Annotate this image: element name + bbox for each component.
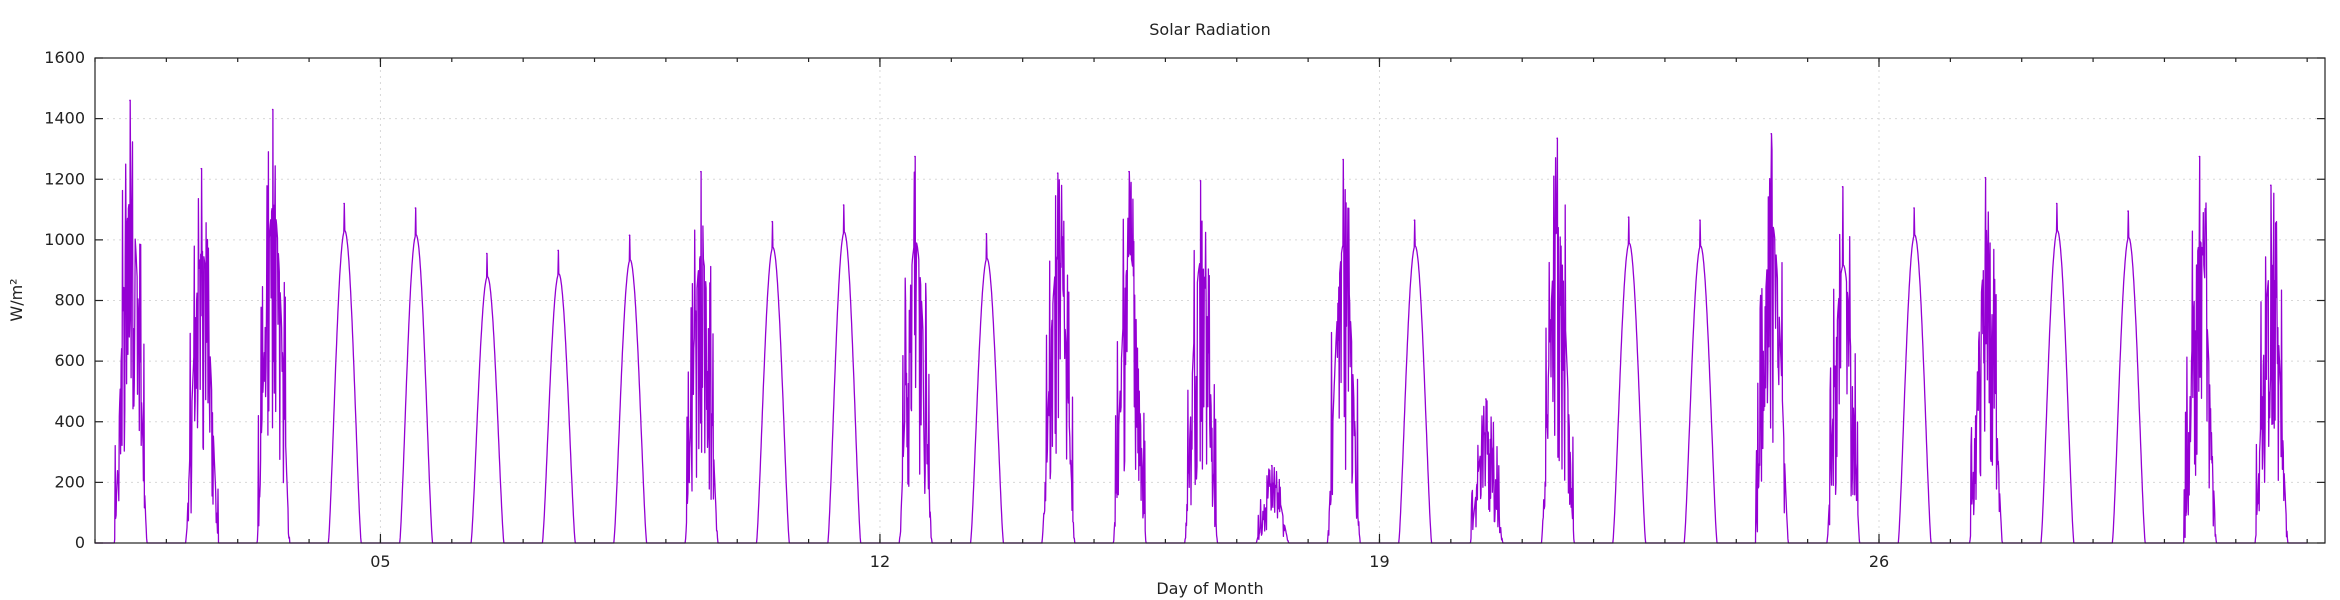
daily-peak-point bbox=[1699, 219, 1701, 221]
daily-peak-point bbox=[1627, 216, 1630, 218]
daily-peak-point bbox=[1056, 172, 1059, 174]
y-tick-label: 0 bbox=[75, 533, 85, 552]
y-tick-label: 1200 bbox=[44, 169, 85, 188]
daily-peak-point bbox=[2127, 210, 2129, 212]
y-tick-label: 400 bbox=[54, 412, 85, 431]
y-axis-label: W/m² bbox=[7, 278, 26, 321]
axis-ticks: 0 200 400 600 800 1000 1200 1400 1600 05 12 19 26 bbox=[44, 48, 2325, 571]
daily-peak-point bbox=[271, 108, 274, 111]
daily-peak-point bbox=[1556, 137, 1558, 140]
daily-peak-point bbox=[1913, 207, 1915, 209]
y-tick-label: 200 bbox=[54, 472, 85, 491]
daily-peak-point bbox=[1841, 186, 1844, 188]
series-layer bbox=[95, 99, 2308, 544]
daily-peak-point bbox=[1342, 158, 1344, 161]
daily-peak-point bbox=[129, 99, 131, 102]
solar-radiation-series-line bbox=[95, 99, 2308, 544]
x-tick-label: 12 bbox=[870, 552, 890, 571]
daily-peak-point bbox=[1485, 398, 1487, 400]
y-tick-label: 1000 bbox=[44, 230, 85, 249]
daily-peak-point bbox=[485, 252, 488, 255]
daily-peak-point bbox=[1270, 464, 1273, 467]
daily-peak-point bbox=[557, 249, 559, 252]
daily-peak-point bbox=[914, 155, 916, 158]
daily-peak-point bbox=[985, 233, 988, 235]
x-tick-label: 19 bbox=[1369, 552, 1389, 571]
daily-peak-point bbox=[1770, 132, 1773, 135]
series-group bbox=[95, 99, 2308, 544]
daily-peak-point bbox=[842, 204, 845, 206]
x-tick-label: 26 bbox=[1869, 552, 1889, 571]
chart-title: Solar Radiation bbox=[1149, 20, 1270, 39]
daily-peak-point bbox=[414, 207, 417, 209]
x-axis-label: Day of Month bbox=[1156, 579, 1263, 598]
y-tick-label: 600 bbox=[54, 351, 85, 370]
daily-peak-point bbox=[1413, 219, 1416, 221]
daily-peak-point bbox=[700, 170, 702, 173]
daily-peak-point bbox=[343, 202, 345, 205]
y-tick-label: 1400 bbox=[44, 109, 85, 128]
x-tick-label: 05 bbox=[370, 552, 390, 571]
daily-peak-point bbox=[628, 234, 631, 237]
daily-peak-point bbox=[200, 167, 203, 170]
daily-peak-point bbox=[2269, 184, 2272, 187]
daily-peak-point bbox=[1984, 176, 1987, 179]
daily-peak-point bbox=[2055, 202, 2058, 205]
daily-peak-point bbox=[2198, 155, 2201, 158]
daily-peak-point bbox=[1128, 170, 1130, 173]
y-tick-label: 800 bbox=[54, 291, 85, 310]
daily-peak-point bbox=[1199, 179, 1202, 182]
daily-peak-point bbox=[771, 220, 774, 223]
y-tick-label: 1600 bbox=[44, 48, 85, 67]
